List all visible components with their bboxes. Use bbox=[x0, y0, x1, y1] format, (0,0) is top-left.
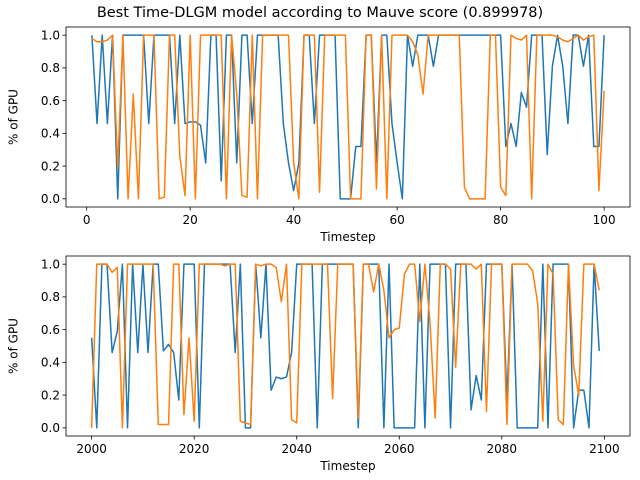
axes-frame bbox=[65, 255, 631, 437]
y-tick-label: 0.4 bbox=[41, 127, 60, 141]
y-tick-label: 0.2 bbox=[41, 388, 60, 402]
y-tick-label: 1.0 bbox=[41, 28, 60, 42]
x-tick-label: 80 bbox=[493, 213, 508, 227]
bottom-plot: 2000 2020 2040 2060 2080 2100 0.0 0.2 0.4 0.6 0.8 1… bbox=[7, 255, 631, 473]
y-tick-label: 0.0 bbox=[41, 421, 60, 435]
y-tick-label: 0.0 bbox=[41, 192, 60, 206]
y-tick-label: 0.6 bbox=[41, 94, 60, 108]
y-axis-label: % of GPU bbox=[7, 318, 21, 374]
y-tick-label: 0.6 bbox=[41, 323, 60, 337]
x-axis-label: Timestep bbox=[319, 230, 375, 244]
series-line-2 bbox=[91, 34, 605, 200]
x-tick-label: 2000 bbox=[76, 442, 107, 456]
x-tick-label: 60 bbox=[390, 213, 405, 227]
y-tick-label: 1.0 bbox=[41, 257, 60, 271]
x-tick-label: 20 bbox=[183, 213, 198, 227]
x-tick-label: 2100 bbox=[589, 442, 620, 456]
y-tick-label: 0.2 bbox=[41, 159, 60, 173]
x-tick-label: 100 bbox=[593, 213, 616, 227]
y-tick-label: 0.4 bbox=[41, 356, 60, 370]
y-axis-label: % of GPU bbox=[7, 89, 21, 145]
series-line-2 bbox=[90, 263, 600, 429]
top-plot: 0 20 40 60 80 100 0.0 0.2 0.4 0.6 0.8 1.0 Timestep % … bbox=[7, 26, 631, 244]
x-tick-label: 2060 bbox=[384, 442, 415, 456]
series-line-1 bbox=[90, 263, 600, 429]
x-axis-label: Timestep bbox=[319, 459, 375, 473]
x-tick-label: 0 bbox=[83, 213, 91, 227]
x-tick-label: 2020 bbox=[179, 442, 210, 456]
x-tick-label: 2040 bbox=[281, 442, 312, 456]
y-tick-label: 0.8 bbox=[41, 290, 60, 304]
y-tick-label: 0.8 bbox=[41, 61, 60, 75]
chart-title: Best Time-DLGM model according to Mauve … bbox=[97, 5, 543, 21]
x-tick-label: 40 bbox=[286, 213, 301, 227]
x-tick-label: 2080 bbox=[487, 442, 518, 456]
axes-frame bbox=[65, 26, 631, 208]
